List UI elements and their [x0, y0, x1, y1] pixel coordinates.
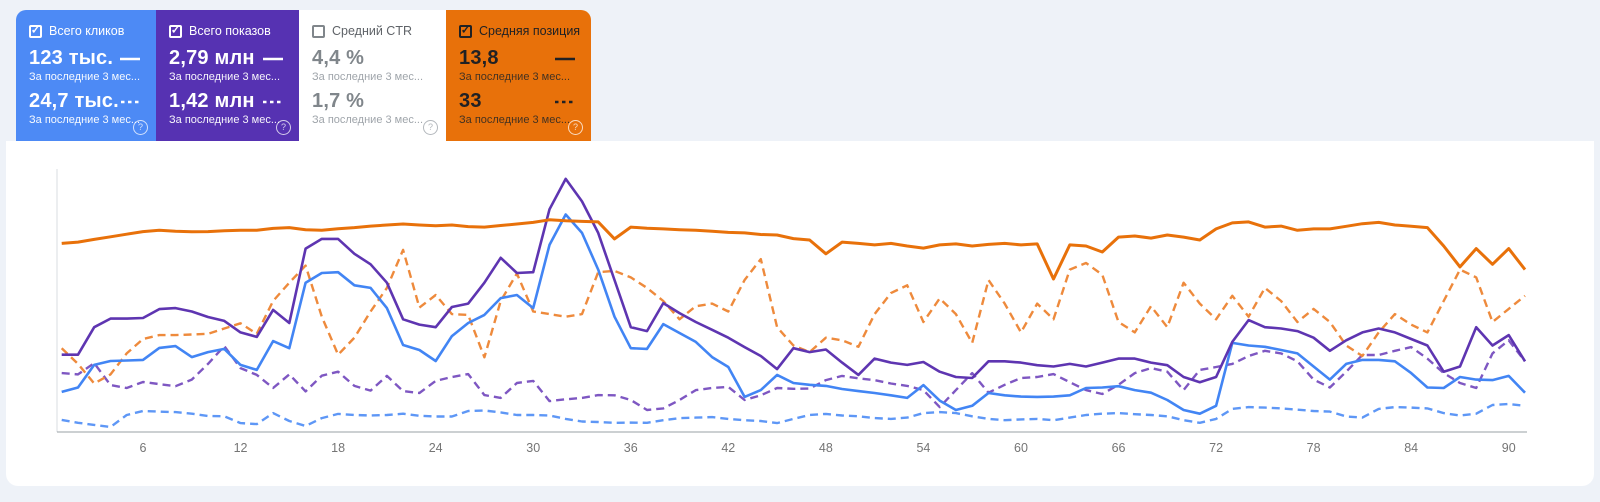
checkbox-average-ctr[interactable]: ✓ — [312, 24, 325, 38]
dashed-line-icon — [555, 100, 575, 103]
checkbox-average-position[interactable]: ✓ — [459, 24, 472, 38]
chart-line-clicks-previous — [61, 402, 1526, 429]
chart-line-clicks-current — [61, 213, 1526, 416]
metric-caption-previous: За последние 3 мес... — [29, 114, 141, 126]
x-axis-label: 78 — [1307, 441, 1321, 455]
x-axis-label: 6 — [140, 441, 147, 455]
chart-line-position-previous — [60, 248, 1526, 385]
x-axis-label: 66 — [1112, 441, 1126, 455]
metric-card-total-impressions[interactable]: ✓ Всего показов 2,79 млн За последние 3 … — [156, 10, 299, 141]
x-axis-label: 84 — [1404, 441, 1418, 455]
metric-value-previous: 1,42 млн — [169, 90, 255, 112]
metric-caption-current: За последние 3 мес... — [459, 71, 571, 83]
metric-caption-current: За последние 3 мес... — [29, 71, 141, 83]
check-icon: ✓ — [170, 24, 181, 36]
metric-caption-current: За последние 3 мес... — [312, 71, 424, 83]
metric-card-label: Всего показов — [189, 24, 271, 38]
metric-card-average-position[interactable]: ✓ Средняя позиция 13,8 За последние 3 ме… — [446, 10, 591, 141]
metric-value-previous: 33 — [459, 90, 482, 112]
chart-line-impressions-previous — [61, 339, 1526, 412]
metric-card-average-ctr[interactable]: ✓ Средний CTR 4,4 % За последние 3 мес..… — [299, 10, 446, 141]
help-icon[interactable]: ? — [276, 120, 291, 135]
x-axis-label: 90 — [1502, 441, 1516, 455]
metric-value-current: 13,8 — [459, 47, 499, 69]
x-axis-label: 54 — [916, 441, 930, 455]
metric-value-previous: 1,7 % — [312, 90, 365, 112]
metric-caption-previous: За последние 3 мес... — [312, 114, 424, 126]
x-axis-label: 42 — [721, 441, 735, 455]
solid-line-icon — [555, 57, 575, 60]
metric-card-label: Средний CTR — [332, 24, 412, 38]
metric-value-current: 4,4 % — [312, 47, 365, 69]
metric-caption-previous: За последние 3 мес... — [169, 114, 281, 126]
checkbox-total-impressions[interactable]: ✓ — [169, 24, 182, 38]
x-axis-label: 24 — [429, 441, 443, 455]
help-icon[interactable]: ? — [423, 120, 438, 135]
metric-card-label: Всего кликов — [49, 24, 125, 38]
help-icon[interactable]: ? — [133, 120, 148, 135]
checkbox-total-clicks[interactable]: ✓ — [29, 24, 42, 38]
chart-line-impressions-current — [61, 177, 1527, 384]
x-axis-label: 72 — [1209, 441, 1223, 455]
metric-value-previous: 24,7 тыс. — [29, 90, 119, 112]
x-axis-label: 30 — [526, 441, 540, 455]
performance-chart[interactable]: 6 12 18 24 30 36 42 48 54 60 66 72 78 84 90 — [0, 141, 1600, 486]
x-axis-label: 48 — [819, 441, 833, 455]
x-axis-label: 60 — [1014, 441, 1028, 455]
chart-line-position-current — [61, 218, 1527, 281]
metric-value-current: 2,79 млн — [169, 47, 255, 69]
help-icon[interactable]: ? — [568, 120, 583, 135]
metric-cards-row: ✓ Всего кликов 123 тыс. За последние 3 м… — [16, 10, 591, 141]
check-icon: ✓ — [30, 24, 41, 36]
check-icon: ✓ — [460, 24, 471, 36]
x-axis-label: 36 — [624, 441, 638, 455]
metric-caption-previous: За последние 3 мес... — [459, 114, 571, 126]
dashed-line-icon — [263, 100, 283, 103]
metric-value-current: 123 тыс. — [29, 47, 114, 69]
solid-line-icon — [120, 57, 140, 60]
metric-caption-current: За последние 3 мес... — [169, 71, 281, 83]
metric-card-total-clicks[interactable]: ✓ Всего кликов 123 тыс. За последние 3 м… — [16, 10, 156, 141]
x-axis-label: 18 — [331, 441, 345, 455]
x-axis-label: 12 — [234, 441, 248, 455]
solid-line-icon — [263, 57, 283, 60]
dashed-line-icon — [120, 100, 141, 103]
metric-card-label: Средняя позиция — [479, 24, 581, 38]
